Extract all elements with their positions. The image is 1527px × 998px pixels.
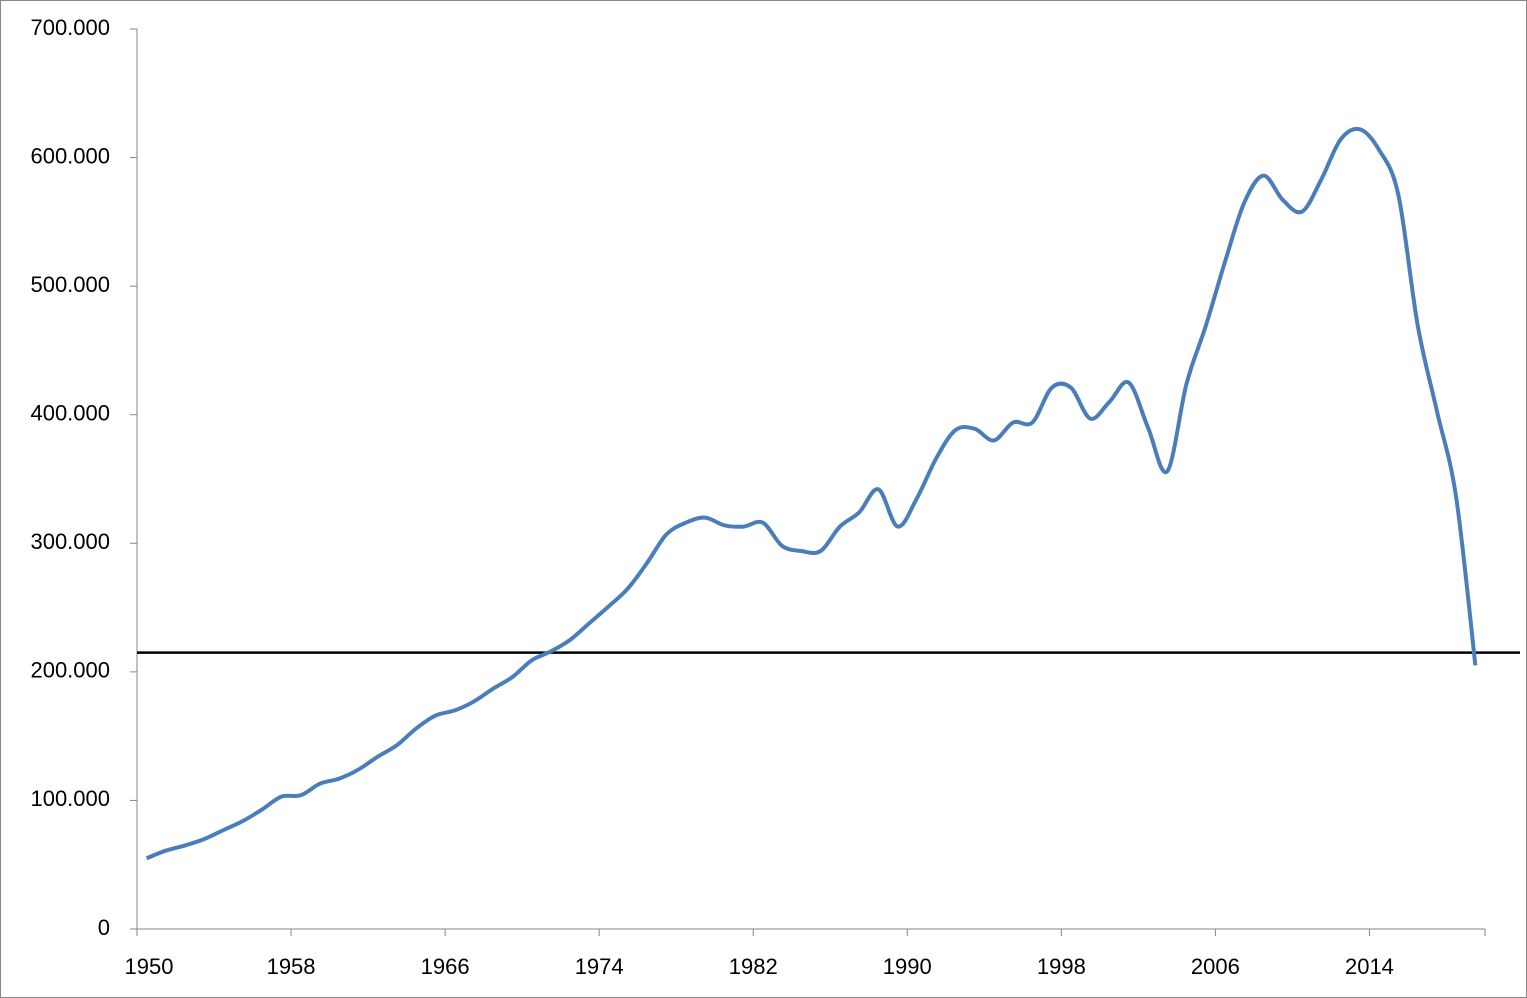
x-tick-label: 1990 (883, 954, 932, 979)
x-tick-label: 1966 (421, 954, 470, 979)
x-tick-label: 1982 (729, 954, 778, 979)
x-tick-label: 1998 (1037, 954, 1086, 979)
y-tick-label: 400.000 (30, 401, 110, 426)
y-tick-label: 0 (98, 915, 110, 940)
y-tick-label: 100.000 (30, 786, 110, 811)
data-line (145, 126, 1478, 861)
y-tick-label: 300.000 (30, 529, 110, 554)
x-tick-label: 1950 (125, 954, 174, 979)
y-tick-label: 500.000 (30, 272, 110, 297)
y-tick-label: 200.000 (30, 658, 110, 683)
y-tick-label: 600.000 (30, 143, 110, 168)
x-tick-label: 2006 (1191, 954, 1240, 979)
y-tick-label: 700.000 (30, 15, 110, 40)
x-tick-label: 1974 (575, 954, 624, 979)
x-tick-label: 1958 (267, 954, 316, 979)
x-tick-label: 2014 (1345, 954, 1394, 979)
